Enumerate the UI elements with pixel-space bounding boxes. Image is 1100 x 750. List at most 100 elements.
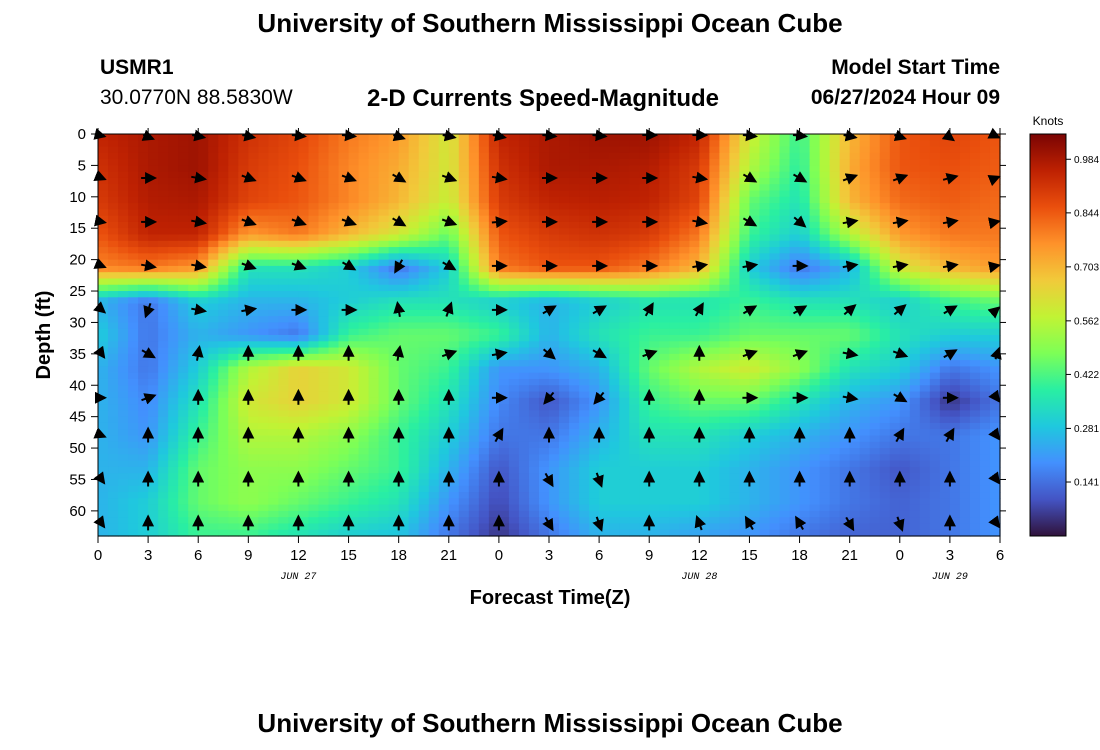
heatmap-cell	[158, 152, 169, 160]
heatmap-cell	[669, 272, 680, 280]
heatmap-cell	[128, 159, 139, 167]
heatmap-cell	[288, 404, 300, 411]
heatmap-cell	[669, 196, 680, 204]
heatmap-cell	[448, 473, 460, 481]
heatmap-cell	[809, 316, 821, 324]
heatmap-cell	[518, 429, 530, 437]
heatmap-cell	[849, 322, 861, 330]
heatmap-cell	[228, 196, 239, 204]
heatmap-cell	[468, 422, 480, 430]
heatmap-cell	[869, 291, 881, 298]
heatmap-cell	[288, 460, 300, 468]
heatmap-cell	[899, 253, 911, 261]
heatmap-cell	[128, 391, 139, 399]
heatmap-cell	[228, 404, 239, 411]
heatmap-cell	[839, 316, 851, 324]
heatmap-cell	[849, 378, 861, 386]
heatmap-cell	[839, 297, 851, 305]
heatmap-cell	[579, 259, 590, 267]
heatmap-cell	[418, 190, 430, 198]
heatmap-cell	[699, 416, 710, 424]
heatmap-cell	[629, 441, 640, 449]
heatmap-cell	[378, 291, 390, 298]
heatmap-cell	[989, 146, 1001, 154]
heatmap-cell	[569, 240, 580, 248]
heatmap-cell	[438, 278, 450, 286]
heatmap-cell	[318, 404, 330, 411]
heatmap-cell	[579, 134, 590, 141]
heatmap-cell	[528, 265, 540, 273]
heatmap-cell	[699, 284, 710, 292]
heatmap-cell	[358, 165, 370, 173]
heatmap-cell	[989, 454, 1001, 462]
heatmap-cell	[719, 416, 730, 424]
heatmap-cell	[348, 209, 360, 217]
heatmap-cell	[559, 152, 570, 160]
heatmap-cell	[669, 309, 680, 317]
heatmap-cell	[819, 360, 831, 368]
heatmap-cell	[819, 335, 831, 342]
heatmap-cell	[949, 159, 961, 167]
heatmap-cell	[148, 341, 159, 349]
heatmap-cell	[789, 272, 801, 280]
heatmap-cell	[348, 385, 360, 393]
heatmap-cell	[198, 335, 209, 342]
heatmap-cell	[498, 404, 510, 411]
heatmap-cell	[138, 316, 149, 324]
heatmap-cell	[799, 152, 811, 160]
heatmap-cell	[518, 466, 530, 474]
heatmap-cell	[498, 146, 510, 154]
heatmap-cell	[859, 272, 871, 280]
heatmap-cell	[328, 240, 340, 248]
heatmap-cell	[589, 171, 600, 179]
heatmap-cell	[739, 265, 751, 273]
heatmap-cell	[869, 240, 881, 248]
heatmap-cell	[749, 146, 761, 154]
heatmap-cell	[739, 297, 751, 305]
heatmap-cell	[649, 184, 660, 192]
heatmap-cell	[969, 228, 981, 236]
heatmap-cell	[148, 247, 159, 254]
heatmap-cell	[158, 284, 169, 292]
heatmap-cell	[899, 441, 911, 449]
heatmap-cell	[849, 466, 861, 474]
heatmap-cell	[288, 435, 300, 443]
heatmap-cell	[368, 429, 380, 437]
heatmap-cell	[609, 422, 620, 430]
heatmap-cell	[829, 247, 841, 254]
heatmap-cell	[879, 435, 891, 443]
heatmap-cell	[348, 410, 360, 418]
heatmap-cell	[589, 404, 600, 411]
heatmap-cell	[218, 253, 229, 261]
heatmap-cell	[599, 309, 610, 317]
heatmap-cell	[238, 291, 249, 298]
heatmap-cell	[929, 284, 941, 292]
heatmap-cell	[949, 196, 961, 204]
heatmap-cell	[879, 209, 891, 217]
heatmap-cell	[138, 159, 149, 167]
heatmap-cell	[228, 234, 239, 242]
heatmap-cell	[238, 466, 249, 474]
heatmap-cell	[759, 159, 771, 167]
heatmap-cell	[569, 429, 580, 437]
heatmap-cell	[288, 303, 300, 311]
heatmap-cell	[188, 422, 199, 430]
heatmap-cell	[258, 196, 269, 204]
heatmap-cell	[899, 297, 911, 305]
heatmap-cell	[699, 448, 710, 455]
heatmap-cell	[158, 297, 169, 305]
heatmap-cell	[218, 441, 229, 449]
heatmap-cell	[458, 165, 470, 173]
heatmap-cell	[258, 309, 269, 317]
heatmap-cell	[789, 196, 801, 204]
heatmap-cell	[589, 152, 600, 160]
heatmap-cell	[138, 165, 149, 173]
heatmap-cell	[719, 322, 730, 330]
heatmap-cell	[158, 441, 169, 449]
heatmap-cell	[979, 322, 991, 330]
heatmap-cell	[338, 448, 350, 455]
heatmap-cell	[138, 466, 149, 474]
heatmap-cell	[208, 460, 219, 468]
heatmap-cell	[949, 209, 961, 217]
heatmap-cell	[528, 353, 540, 361]
